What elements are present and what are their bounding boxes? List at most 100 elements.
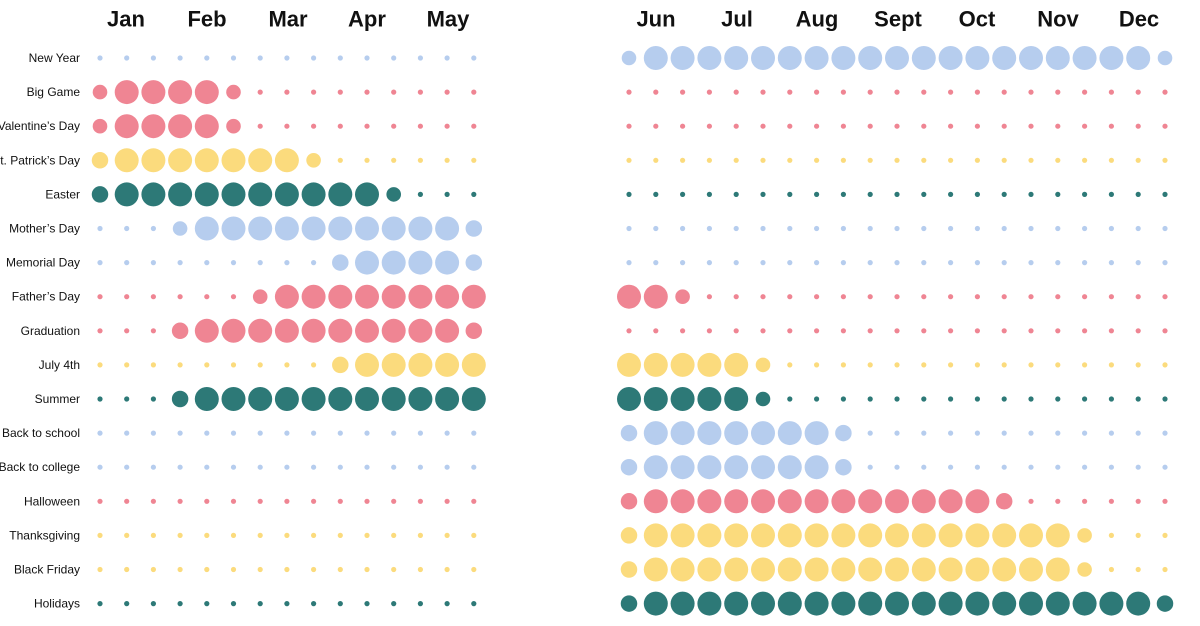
dot-back-to-college-h1-week-2 (124, 464, 130, 470)
dot-mothers-day-h1-week-9 (301, 216, 326, 241)
dot-memorial-day-h2-week-6 (760, 260, 766, 266)
dot-new-year-h2-week-10 (858, 46, 883, 70)
dot-fathers-day-h1-week-10 (328, 284, 353, 309)
dot-valentines-day-h1-week-4 (168, 114, 193, 139)
dot-easter-h2-week-2 (653, 191, 659, 197)
dot-new-year-h1-week-10 (337, 55, 343, 61)
dot-summer-h2-week-3 (670, 387, 695, 411)
dot-graduation-h1-week-8 (274, 318, 299, 343)
dot-easter-h1-week-12 (386, 187, 402, 202)
dot-halloween-h1-week-13 (417, 498, 423, 504)
dot-big-game-h1-week-12 (391, 89, 397, 95)
dot-mothers-day-h2-week-10 (867, 225, 873, 232)
dot-graduation-h1-week-1 (97, 328, 103, 334)
dot-mothers-day-h2-week-6 (760, 225, 766, 232)
row-halloween (97, 489, 1168, 514)
dot-back-to-school-h2-week-21 (1162, 430, 1168, 436)
dot-graduation-h2-week-13 (948, 328, 954, 334)
dot-big-game-h2-week-15 (1001, 89, 1007, 95)
dot-halloween-h1-week-12 (391, 498, 397, 504)
dot-back-to-school-h2-week-17 (1055, 430, 1061, 436)
dot-black-friday-h1-week-11 (364, 566, 370, 573)
dot-fathers-day-h1-week-7 (252, 289, 268, 305)
dot-graduation-h2-week-3 (680, 328, 686, 334)
dot-new-year-h1-week-3 (150, 55, 156, 61)
dot-big-game-h1-week-14 (444, 89, 450, 95)
dot-big-game-h1-week-15 (471, 89, 477, 95)
dot-holidays-h2-week-5 (724, 591, 749, 616)
dot-back-to-college-h1-week-6 (230, 464, 237, 470)
dot-halloween-h2-week-6 (751, 489, 775, 514)
dot-graduation-h2-week-5 (733, 328, 739, 334)
dot-halloween-h2-week-5 (724, 489, 749, 514)
dot-back-to-school-h2-week-15 (1001, 430, 1007, 436)
dot-mothers-day-h2-week-1 (626, 225, 632, 232)
row-label-fathers-day: Father’s Day (12, 290, 80, 304)
dot-holidays-h2-week-1 (620, 595, 638, 612)
dot-new-year-h2-week-3 (670, 46, 695, 70)
dot-new-year-h2-week-6 (751, 46, 775, 70)
dot-valentines-day-h1-week-3 (141, 114, 166, 139)
dot-mothers-day-h2-week-15 (1001, 225, 1007, 232)
dot-thanksgiving-h2-week-7 (777, 523, 802, 548)
dot-st-patricks-day-h2-week-15 (1001, 157, 1007, 163)
dot-valentines-day-h2-week-19 (1108, 123, 1114, 129)
dot-mothers-day-h2-week-17 (1055, 225, 1061, 232)
dot-valentines-day-h2-week-4 (706, 123, 713, 129)
dot-black-friday-h2-week-16 (1019, 557, 1043, 582)
dot-back-to-college-h2-week-5 (724, 455, 749, 480)
dot-fathers-day-h2-week-1 (617, 284, 641, 309)
dot-july-4th-h2-week-5 (724, 352, 749, 377)
dot-fathers-day-h1-week-8 (274, 284, 299, 309)
dot-easter-h2-week-16 (1028, 191, 1034, 197)
dot-graduation-h1-week-10 (328, 318, 353, 343)
dot-memorial-day-h2-week-17 (1055, 260, 1061, 266)
dot-back-to-college-h2-week-14 (974, 464, 981, 470)
row-holidays (97, 591, 1174, 616)
dot-thanksgiving-h1-week-15 (471, 532, 477, 539)
month-label-sept: Sept (874, 7, 922, 32)
dot-memorial-day-h1-week-9 (311, 260, 317, 266)
dot-holidays-h2-week-3 (670, 591, 695, 616)
dot-summer-h2-week-21 (1162, 396, 1168, 402)
dot-holidays-h2-week-7 (777, 591, 802, 616)
dot-easter-h2-week-7 (787, 191, 793, 197)
dot-back-to-college-h2-week-7 (777, 455, 802, 480)
dot-holidays-h1-week-12 (391, 601, 397, 607)
dot-summer-h2-week-7 (787, 396, 793, 402)
dot-graduation-h1-week-13 (408, 318, 433, 343)
dot-memorial-day-h2-week-15 (1001, 260, 1007, 266)
dot-memorial-day-h2-week-1 (626, 260, 632, 266)
dot-graduation-h2-week-19 (1108, 328, 1114, 334)
dot-st-patricks-day-h2-week-2 (653, 157, 659, 163)
dot-mothers-day-h1-week-8 (274, 216, 299, 241)
dot-big-game-h2-week-21 (1162, 89, 1168, 95)
dot-st-patricks-day-h2-week-17 (1055, 157, 1061, 163)
dot-valentines-day-h2-week-10 (867, 123, 873, 129)
dot-easter-h1-week-5 (194, 182, 219, 207)
dot-halloween-h2-week-17 (1055, 498, 1061, 504)
dot-valentines-day-h2-week-14 (974, 123, 981, 129)
dot-fathers-day-h1-week-14 (435, 284, 460, 309)
dot-back-to-school-h2-week-4 (697, 421, 722, 446)
dot-valentines-day-h2-week-21 (1162, 123, 1168, 129)
dot-new-year-h2-week-8 (804, 46, 829, 70)
dot-easter-h2-week-18 (1082, 191, 1088, 197)
dot-easter-h2-week-19 (1108, 191, 1114, 197)
dot-back-to-school-h1-week-6 (230, 430, 237, 436)
dot-back-to-school-h2-week-12 (921, 430, 927, 436)
dot-fathers-day-h2-week-18 (1082, 294, 1088, 300)
dot-black-friday-h1-week-6 (230, 566, 237, 573)
dot-black-friday-h2-week-5 (724, 557, 749, 582)
dot-fathers-day-h1-week-3 (150, 294, 156, 300)
dot-black-friday-h1-week-14 (444, 566, 450, 573)
dot-valentines-day-h1-week-9 (311, 123, 317, 129)
dot-valentines-day-h1-week-1 (92, 118, 108, 134)
dot-back-to-school-h2-week-18 (1082, 430, 1088, 436)
dot-back-to-school-h2-week-6 (751, 421, 775, 446)
dot-thanksgiving-h2-week-6 (751, 523, 775, 548)
dot-easter-h2-week-20 (1135, 191, 1141, 197)
dot-easter-h2-week-17 (1055, 191, 1061, 197)
dot-halloween-h1-week-2 (124, 498, 130, 504)
month-label-aug: Aug (796, 7, 839, 32)
